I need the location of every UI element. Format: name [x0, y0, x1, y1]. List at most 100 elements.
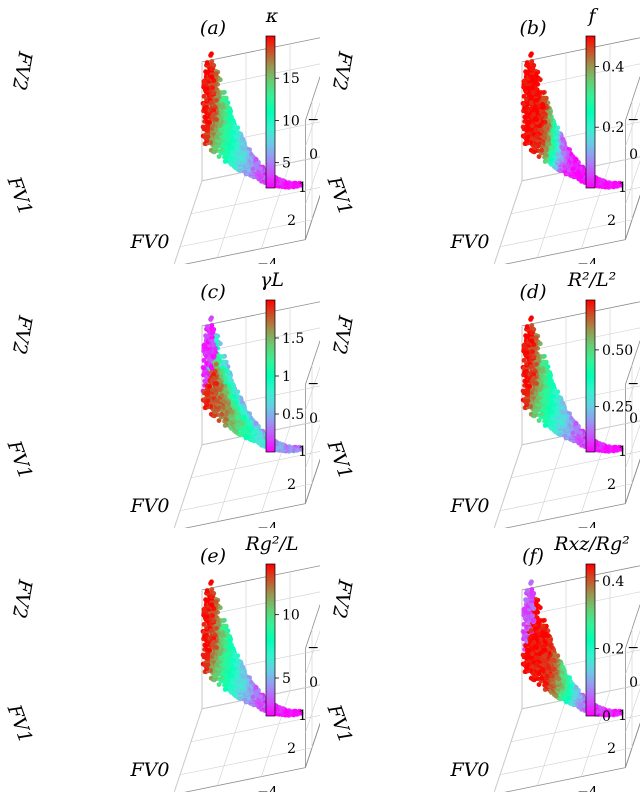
scatter-point — [573, 157, 579, 162]
scatter-point — [201, 358, 207, 363]
grid-x-floor — [173, 444, 203, 528]
scatter-point — [212, 148, 218, 154]
scatter-point — [543, 152, 549, 158]
scatter-point — [608, 182, 614, 188]
scatter-point — [223, 416, 229, 422]
scatter-point — [533, 71, 539, 77]
scatter-point — [213, 144, 218, 150]
scatter-point — [211, 112, 217, 117]
scatter-point — [203, 115, 209, 121]
scatter-point — [222, 126, 228, 131]
scatter-point — [532, 116, 538, 122]
scatter-point — [239, 145, 245, 151]
scatter-point — [532, 148, 538, 154]
scatter-point — [529, 59, 535, 64]
scatter-point — [528, 100, 534, 105]
scatter-point — [250, 166, 256, 172]
scatter-point — [217, 123, 223, 129]
colorbar-tick-label: 15 — [282, 71, 300, 87]
scatter-point — [530, 136, 536, 142]
scatter-point — [549, 145, 555, 151]
scatter-point — [533, 127, 539, 132]
z-tick-label: 0 — [319, 54, 320, 70]
floor-front-edge — [184, 503, 306, 528]
side-wall-top — [305, 339, 320, 385]
scatter-point — [229, 145, 235, 151]
scatter-point — [250, 430, 256, 436]
scatter-point — [209, 66, 215, 72]
colorbar-tick-label: 0.4 — [602, 59, 624, 75]
y-tick-label: 1 — [618, 180, 627, 196]
scatter-point — [288, 182, 294, 188]
x-tick-label: −4 — [577, 257, 598, 264]
scatter-point — [212, 116, 218, 122]
scatter-point — [521, 94, 527, 99]
scatter-point — [213, 127, 219, 132]
scatter-point — [288, 446, 294, 452]
scatter-point — [525, 134, 531, 140]
scatter-point — [530, 90, 536, 96]
floor-front-edge — [504, 239, 626, 264]
floor-front-edge — [184, 239, 306, 264]
x-tick-label: −4 — [257, 257, 278, 264]
scatter-point — [539, 147, 545, 153]
scatter-point — [551, 138, 557, 144]
scatter-point — [231, 138, 237, 144]
scatter-point — [205, 134, 211, 140]
panel-label: (b) — [520, 17, 547, 39]
scatter-point — [216, 418, 222, 423]
scatter-point — [203, 379, 209, 385]
panel-label: (a) — [200, 17, 226, 39]
grid-x-floor — [217, 171, 247, 258]
colorbar — [265, 35, 276, 189]
scatter-point — [229, 409, 235, 415]
scatter-point — [541, 134, 547, 140]
scatter-point — [213, 408, 218, 414]
grid-x-floor — [217, 435, 247, 522]
grid-x-floor — [261, 426, 291, 513]
z-tick-label: −2 — [627, 112, 640, 128]
grid-x-floor — [261, 162, 291, 249]
scatter-point — [297, 445, 303, 450]
side-wall-top — [625, 75, 640, 121]
z-axis-label: FV2 — [328, 49, 357, 92]
scatter-point — [209, 74, 215, 80]
scatter-points — [200, 315, 304, 454]
scatter-point — [212, 412, 218, 418]
colorbar-label: f — [586, 5, 598, 27]
scatter-point — [542, 119, 548, 125]
scatter-point — [225, 405, 230, 411]
scatter-point — [542, 126, 548, 131]
scatter-point — [219, 411, 225, 417]
z-tick-label: −2 — [307, 112, 320, 128]
scatter-point — [210, 400, 216, 405]
scatter-point — [225, 141, 230, 147]
scatter-point — [239, 409, 245, 415]
grid-y-floor — [499, 219, 633, 248]
x-axis-label: FV0 — [130, 231, 170, 253]
grid-z-side — [305, 365, 320, 411]
y-tick-label: 2 — [287, 213, 296, 229]
scatter-point — [533, 144, 538, 150]
scatter-point — [210, 85, 216, 91]
scatter-point — [555, 125, 561, 131]
grid-z-side — [625, 101, 640, 147]
y-tick-label: 1 — [298, 180, 307, 196]
scatter-point — [209, 59, 215, 64]
scatter-point — [539, 129, 545, 134]
scatter-point — [245, 413, 250, 419]
scatter-point — [523, 115, 529, 121]
scatter-point — [617, 181, 623, 186]
grid-y-floor — [179, 483, 313, 512]
scatter-point — [210, 136, 216, 142]
scatter-point — [539, 104, 545, 110]
grid-y-floor — [190, 187, 320, 215]
scatter-point — [253, 421, 259, 426]
grid-z-side — [305, 159, 320, 205]
scatter-point — [222, 119, 228, 125]
colorbar-tick-label: 0.2 — [602, 120, 624, 136]
scatter-point — [210, 90, 216, 96]
scatter-point — [536, 154, 542, 160]
